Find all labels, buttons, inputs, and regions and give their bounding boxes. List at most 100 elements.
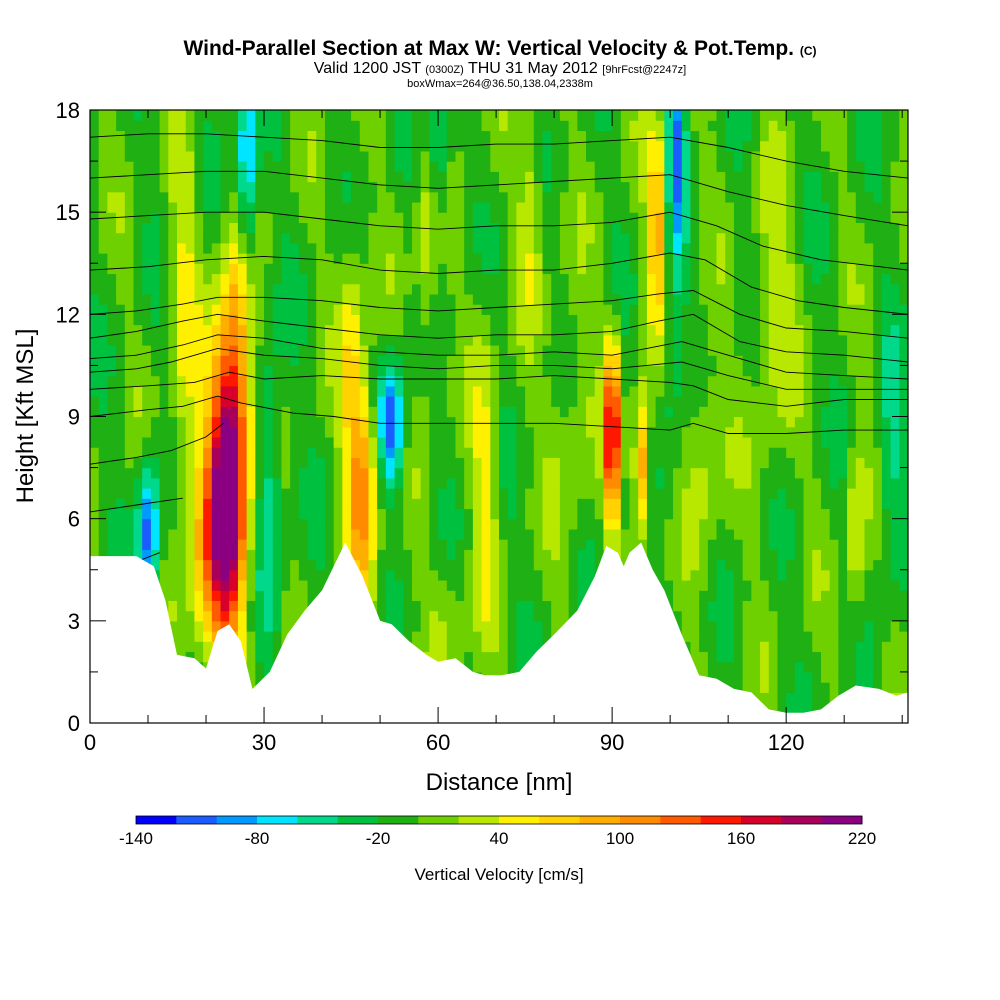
velocity-cell xyxy=(725,375,735,387)
velocity-cell xyxy=(98,191,108,203)
velocity-cell xyxy=(803,191,813,203)
velocity-cell xyxy=(377,385,387,397)
velocity-cell xyxy=(638,457,648,469)
velocity-cell xyxy=(281,590,291,601)
velocity-cell xyxy=(707,651,718,663)
velocity-cell xyxy=(272,222,283,234)
velocity-cell xyxy=(237,150,248,162)
velocity-cell xyxy=(751,334,761,346)
velocity-cell xyxy=(307,120,317,132)
velocity-cell xyxy=(107,467,117,479)
velocity-cell xyxy=(690,293,700,305)
velocity-cell xyxy=(803,416,813,428)
velocity-cell xyxy=(559,416,570,428)
velocity-cell xyxy=(316,539,326,550)
velocity-cell xyxy=(220,488,230,499)
velocity-cell xyxy=(638,273,648,285)
velocity-cell xyxy=(264,600,274,612)
velocity-cell xyxy=(638,242,648,254)
velocity-cell xyxy=(725,293,735,305)
velocity-cell xyxy=(507,651,517,663)
velocity-cell xyxy=(768,365,779,377)
velocity-cell xyxy=(751,201,761,213)
velocity-cell xyxy=(272,590,283,601)
velocity-cell xyxy=(220,293,230,305)
velocity-cell xyxy=(185,518,196,530)
velocity-cell xyxy=(577,590,587,601)
velocity-cell xyxy=(620,477,631,489)
velocity-cell xyxy=(116,498,126,510)
velocity-cell xyxy=(481,191,491,203)
velocity-cell xyxy=(803,242,813,254)
velocity-cell xyxy=(586,436,596,448)
velocity-cell xyxy=(342,191,352,203)
velocity-cell xyxy=(281,498,291,510)
velocity-cell xyxy=(725,528,735,540)
velocity-cell xyxy=(420,447,430,458)
velocity-cell xyxy=(760,120,770,132)
velocity-cell xyxy=(760,447,770,458)
velocity-cell xyxy=(411,314,422,326)
velocity-cell xyxy=(168,212,178,223)
velocity-cell xyxy=(411,355,422,367)
velocity-cell xyxy=(411,263,422,275)
velocity-cell xyxy=(298,120,309,132)
velocity-cell xyxy=(116,283,126,295)
velocity-cell xyxy=(237,549,248,561)
velocity-cell xyxy=(185,242,196,254)
velocity-cell xyxy=(316,375,326,387)
velocity-cell xyxy=(90,242,100,254)
velocity-cell xyxy=(264,314,274,326)
velocity-cell xyxy=(281,610,291,622)
velocity-cell xyxy=(655,161,665,172)
velocity-cell xyxy=(203,569,213,581)
velocity-cell xyxy=(733,671,744,683)
velocity-cell xyxy=(237,304,248,315)
velocity-cell xyxy=(420,324,430,336)
velocity-cell xyxy=(403,447,413,458)
velocity-cell xyxy=(98,426,108,438)
velocity-cell xyxy=(507,150,517,162)
velocity-cell xyxy=(533,498,544,510)
velocity-cell xyxy=(316,477,326,489)
velocity-cell xyxy=(246,457,256,469)
velocity-cell xyxy=(464,559,474,571)
velocity-cell xyxy=(525,518,535,530)
velocity-cell xyxy=(429,140,439,152)
velocity-cell xyxy=(150,467,161,479)
velocity-cell xyxy=(90,150,100,162)
velocity-cell xyxy=(751,416,761,428)
velocity-cell xyxy=(159,539,169,550)
velocity-cell xyxy=(159,253,169,264)
velocity-cell xyxy=(150,539,161,550)
velocity-cell xyxy=(490,559,500,571)
velocity-cell xyxy=(786,150,796,162)
velocity-cell xyxy=(333,304,343,315)
velocity-cell xyxy=(690,488,700,499)
velocity-cell xyxy=(168,355,178,367)
velocity-cell xyxy=(803,375,813,387)
velocity-cell xyxy=(542,222,552,234)
velocity-cell xyxy=(168,365,178,377)
velocity-cell xyxy=(211,222,222,234)
velocity-cell xyxy=(525,385,535,397)
velocity-cell xyxy=(159,181,169,193)
velocity-cell xyxy=(220,355,230,367)
velocity-cell xyxy=(455,232,465,244)
velocity-cell xyxy=(446,110,457,121)
velocity-cell xyxy=(333,212,343,223)
velocity-cell xyxy=(420,457,430,469)
velocity-cell xyxy=(777,140,787,152)
velocity-cell xyxy=(768,304,779,315)
velocity-cell xyxy=(133,161,143,172)
velocity-cell xyxy=(586,539,596,550)
velocity-cell xyxy=(403,620,413,632)
velocity-cell xyxy=(603,385,613,397)
velocity-cell xyxy=(133,488,143,499)
velocity-cell xyxy=(760,140,770,152)
velocity-cell xyxy=(786,406,796,418)
velocity-cell xyxy=(507,579,517,591)
velocity-cell xyxy=(725,344,735,356)
velocity-cell xyxy=(116,549,126,561)
velocity-cell xyxy=(420,140,430,152)
